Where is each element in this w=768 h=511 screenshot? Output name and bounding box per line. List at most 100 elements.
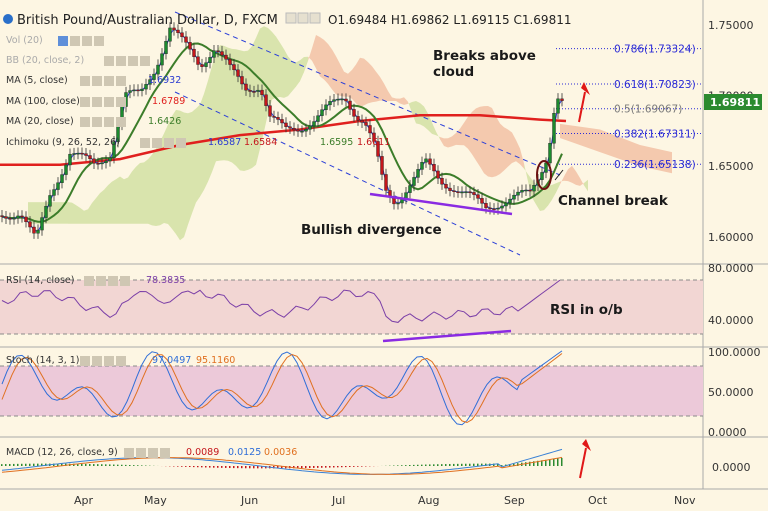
cloud-segment xyxy=(492,108,496,178)
macd-bar xyxy=(361,466,363,467)
candle-body xyxy=(452,190,456,192)
macd-bar xyxy=(433,464,435,466)
settings-gear-icon[interactable] xyxy=(285,12,297,24)
candle-body xyxy=(292,127,296,131)
macd-bar xyxy=(77,463,79,466)
candle-body xyxy=(408,185,412,193)
x-tick-nov: Nov xyxy=(674,494,696,507)
vol-controls[interactable] xyxy=(58,36,104,46)
ma100-controls[interactable] xyxy=(80,97,126,107)
cloud-segment xyxy=(132,166,136,224)
channel-break-circle xyxy=(536,160,552,190)
candle-body xyxy=(496,207,500,210)
macd-bar xyxy=(357,466,359,467)
cloud-segment xyxy=(340,63,344,97)
macd-bar xyxy=(401,465,403,466)
stoch-panel[interactable] xyxy=(0,350,703,426)
macd-bar xyxy=(541,460,543,466)
ichimoku-controls[interactable] xyxy=(140,138,186,148)
candle-body xyxy=(280,119,284,124)
macd-bar xyxy=(17,463,19,466)
candle-body xyxy=(24,216,28,223)
rsi-panel[interactable] xyxy=(0,279,703,343)
last-price-tag: 1.69811 xyxy=(704,94,762,110)
macd-bar xyxy=(317,466,319,468)
candle-body xyxy=(296,129,300,132)
cloud-segment xyxy=(244,50,248,171)
cloud-segment xyxy=(364,58,368,106)
rsi-controls[interactable] xyxy=(84,276,130,286)
cloud-segment xyxy=(224,45,228,161)
macd-bar xyxy=(181,466,183,467)
cloud-segment xyxy=(380,76,384,101)
cloud-segment xyxy=(52,202,56,224)
cloud-segment xyxy=(464,116,468,149)
macd-bar xyxy=(229,466,231,469)
ma100-line xyxy=(0,114,567,167)
candle-body xyxy=(552,113,556,144)
macd-bar xyxy=(237,466,239,469)
macd-bar xyxy=(25,463,27,466)
macd-bar xyxy=(133,465,135,466)
macd-histogram xyxy=(1,457,563,469)
cloud-segment xyxy=(32,202,36,224)
stoch-controls[interactable] xyxy=(80,356,126,366)
macd-bar xyxy=(253,466,255,469)
cloud-segment xyxy=(188,111,192,225)
ma20-label: MA (20, close) xyxy=(6,116,74,127)
cloud-segment xyxy=(144,159,148,224)
macd-panel[interactable] xyxy=(1,439,591,479)
macd-value-3: 0.0036 xyxy=(264,447,297,458)
candle-body xyxy=(212,50,216,58)
macd-bar xyxy=(501,465,503,466)
macd-bar xyxy=(485,463,487,466)
candle-body xyxy=(156,64,160,75)
stoch-band xyxy=(0,366,703,416)
cloud-segment xyxy=(456,128,460,146)
bb-controls[interactable] xyxy=(104,56,150,66)
candle-body xyxy=(60,174,64,183)
ma20-controls[interactable] xyxy=(80,117,126,127)
eye-icon[interactable] xyxy=(297,12,309,24)
cloud-future xyxy=(560,123,672,174)
candle-body xyxy=(520,190,524,193)
channel-upper xyxy=(174,11,561,176)
cloud-segment xyxy=(348,69,352,99)
cloud-segment xyxy=(368,62,372,104)
ichimoku-value-1: 1.6587 xyxy=(208,137,241,148)
ma5-controls[interactable] xyxy=(80,76,126,86)
cloud-segment xyxy=(332,49,336,95)
candle-body xyxy=(516,191,520,196)
candle-body xyxy=(476,194,480,199)
cloud-segment xyxy=(476,106,480,167)
cloud-segment xyxy=(472,108,476,161)
macd-bar xyxy=(201,466,203,468)
rsi-tick-80: 80.0000 xyxy=(708,262,754,275)
macd-bar xyxy=(241,466,243,469)
macd-controls[interactable] xyxy=(124,448,170,458)
candle-body xyxy=(236,69,240,77)
cloud-segment xyxy=(148,154,152,226)
macd-bar xyxy=(85,463,87,466)
macd-bar xyxy=(125,464,127,466)
price-panel[interactable]: 0.786(1.73324) 0.618(1.70823) 0.5(1.69067)… xyxy=(0,11,703,256)
macd-bar xyxy=(429,464,431,466)
macd-bar xyxy=(41,463,43,466)
candle-body xyxy=(172,27,176,31)
macd-bar xyxy=(437,464,439,466)
price-tick: 1.60000 xyxy=(708,231,754,244)
candle-body xyxy=(216,50,220,52)
candle-body xyxy=(12,217,16,220)
ichimoku-value-4: 1.6611 xyxy=(357,137,390,148)
cloud-segment xyxy=(240,50,244,171)
candle-body xyxy=(40,217,44,231)
macd-bar xyxy=(421,464,423,466)
x-tick-aug: Aug xyxy=(418,494,439,507)
cloud-segment xyxy=(484,106,488,177)
close-icon[interactable] xyxy=(309,12,321,24)
cloud-segment xyxy=(288,56,292,97)
rsi-divergence-line xyxy=(382,329,512,343)
macd-bar xyxy=(441,464,443,466)
macd-bar xyxy=(105,464,107,466)
cloud-segment xyxy=(120,176,124,224)
